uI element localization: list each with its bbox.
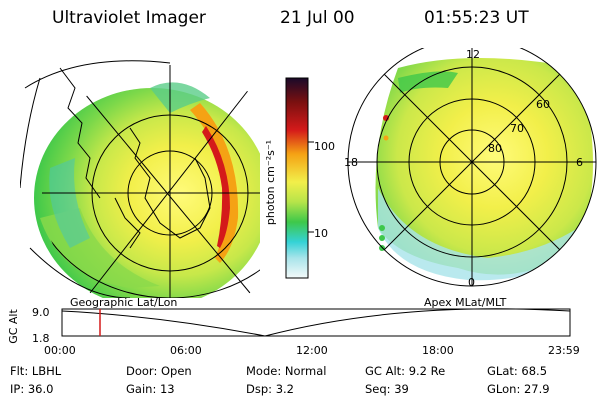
info-gain: Gain: 13 [126, 382, 175, 396]
info-mode: Mode: Normal [246, 364, 327, 378]
mlt-label-12: 12 [466, 48, 480, 61]
app-title: Ultraviolet Imager [52, 8, 206, 28]
date-label: 21 Jul 00 [280, 8, 355, 28]
info-glat: GLat: 68.5 [487, 364, 548, 378]
info-seq: Seq: 39 [365, 382, 409, 396]
mlt-label-18: 18 [344, 156, 358, 169]
info-door: Door: Open [126, 364, 192, 378]
geographic-image [19, 60, 298, 308]
colorbar: 100 10 photon cm⁻²s⁻¹ [262, 72, 335, 282]
lat-label-80: 80 [488, 142, 502, 155]
auroral-emission-polar [375, 58, 593, 275]
geo-coord-label: Geographic Lat/Lon [70, 296, 178, 309]
mlt-label-6: 6 [576, 156, 583, 169]
altitude-timeline: Geographic Lat/Lon Apex MLat/MLT GC Alt … [0, 296, 600, 362]
time-tick-0000: 00:00 [44, 344, 76, 357]
lat-label-70: 70 [510, 122, 524, 135]
info-dsp: Dsp: 3.2 [246, 382, 294, 396]
time-label: 01:55:23 UT [424, 8, 529, 28]
time-tick-2359: 23:59 [548, 344, 580, 357]
time-tick-0600: 06:00 [170, 344, 202, 357]
colorbar-unit-label: photon cm⁻²s⁻¹ [264, 139, 278, 226]
lat-label-60: 60 [536, 98, 550, 111]
colorbar-tick-100: 100 [314, 140, 335, 153]
altitude-tick-low: 1.8 [32, 332, 50, 345]
colorbar-tick-10: 10 [314, 227, 328, 240]
auroral-spots [379, 115, 389, 251]
info-ip: IP: 36.0 [10, 382, 54, 396]
mlt-label-0: 0 [468, 276, 475, 289]
altitude-plot [61, 308, 571, 337]
altitude-tick-high: 9.0 [32, 306, 50, 319]
geographic-image-panel [19, 48, 298, 308]
time-tick-1800: 18:00 [422, 344, 454, 357]
info-filter: Flt: LBHL [10, 364, 62, 378]
polar-image [347, 37, 597, 287]
info-glon: GLon: 27.9 [487, 382, 550, 396]
info-gc-alt: GC Alt: 9.2 Re [365, 364, 446, 378]
apex-coord-label: Apex MLat/MLT [424, 296, 507, 309]
polar-image-panel: 12 18 6 0 60 70 80 [338, 37, 598, 298]
colorbar-scale [285, 77, 314, 279]
time-tick-1200: 12:00 [296, 344, 328, 357]
